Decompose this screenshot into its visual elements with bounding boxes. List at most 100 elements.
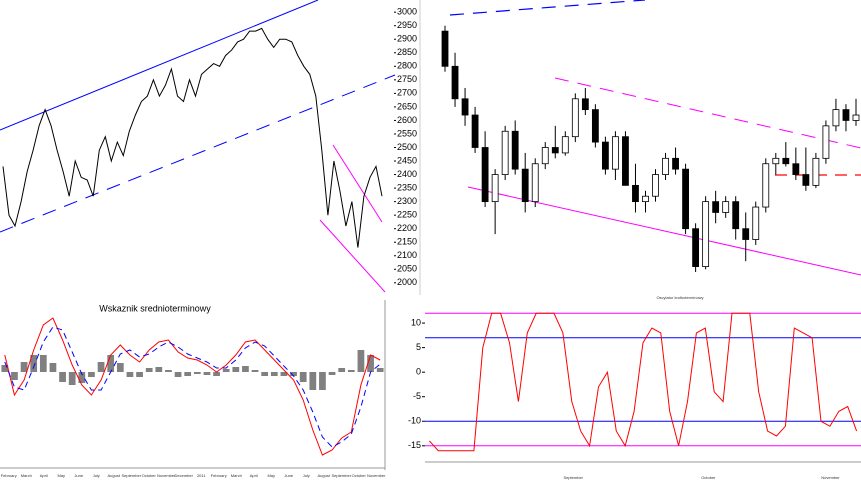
candle-body <box>451 65 459 100</box>
x-tick-label: November <box>367 473 386 478</box>
candle-body <box>752 206 760 240</box>
y-tick-label: 2200 <box>397 223 417 233</box>
candle-body <box>742 228 750 240</box>
bar <box>174 372 182 377</box>
y-tick-label: 2100 <box>397 250 417 260</box>
candle-body <box>712 201 720 213</box>
x-tick-label: June <box>284 473 293 478</box>
candle-body <box>491 174 499 203</box>
bar <box>242 366 249 372</box>
bar <box>357 350 365 372</box>
candle-body <box>802 174 810 186</box>
bar <box>251 370 259 372</box>
x-tick-label: August <box>108 473 121 478</box>
y-tick-label: 2800 <box>397 61 417 71</box>
bar <box>367 355 374 372</box>
x-tick-label: July <box>93 473 100 478</box>
y-tick-label: 2400 <box>397 169 417 179</box>
bar <box>184 372 192 376</box>
candle-body <box>441 30 449 67</box>
y-tick-label: 2950 <box>397 20 417 30</box>
bar <box>270 372 278 376</box>
bar <box>107 355 115 372</box>
bar <box>290 372 297 376</box>
candle-body <box>832 109 840 127</box>
x-tick-label: 2011 <box>197 473 206 478</box>
candle-body <box>772 157 780 165</box>
bar <box>232 367 240 372</box>
candle-body <box>812 157 820 186</box>
bar <box>203 372 211 375</box>
candle-body <box>822 125 830 159</box>
y-tick-label: 2700 <box>397 88 417 98</box>
x-tick-label: October <box>142 473 157 478</box>
x-tick-label: September <box>121 473 141 478</box>
candle-body <box>762 163 770 208</box>
bar <box>319 372 326 390</box>
candle-body <box>561 136 569 154</box>
bar <box>136 372 143 377</box>
x-tick-label: November <box>821 475 840 480</box>
x-tick-label: September <box>563 475 583 480</box>
candle-body <box>541 147 549 165</box>
trend-line <box>449 0 646 16</box>
bar <box>11 372 18 380</box>
x-tick-label: November <box>157 473 176 478</box>
y-tick-label: -5 <box>413 391 421 401</box>
bar <box>59 372 66 382</box>
bar <box>88 372 95 377</box>
bar <box>193 372 201 374</box>
y-tick-label: 2250 <box>397 210 417 220</box>
bar <box>338 368 346 372</box>
chart-title: Oscylator krotkoterminowy <box>656 295 703 300</box>
bar <box>30 355 38 372</box>
series-line <box>429 312 858 452</box>
bar <box>222 369 230 372</box>
y-tick-label: 2050 <box>397 264 417 274</box>
trend-line <box>554 77 861 149</box>
trend-line <box>0 74 396 233</box>
y-tick-label: 5 <box>416 342 421 352</box>
x-tick-label: April <box>250 473 258 478</box>
y-tick-label: 0 <box>416 367 421 377</box>
chart-title: Wskaznik srednioterminowy <box>99 303 211 313</box>
y-tick-label: 2150 <box>397 237 417 247</box>
x-tick-label: July <box>303 473 310 478</box>
candle-body <box>652 174 659 197</box>
bar <box>309 372 317 390</box>
y-tick-label: 2900 <box>397 34 417 44</box>
bar <box>20 362 28 372</box>
candle-body <box>551 147 559 154</box>
x-tick-label: June <box>74 473 83 478</box>
y-tick-label: 2750 <box>397 74 417 84</box>
candle-body <box>722 201 730 213</box>
candle-body <box>471 114 479 148</box>
y-tick-label: 2000 <box>397 277 417 287</box>
bar <box>280 372 288 376</box>
y-tick-label: 2600 <box>397 115 417 125</box>
x-tick-label: February <box>1 473 17 478</box>
y-tick-label: 2850 <box>397 47 417 57</box>
x-tick-label: March <box>21 473 32 478</box>
candle-body <box>632 184 639 203</box>
candle-body <box>692 228 700 267</box>
candle-body <box>782 157 790 165</box>
bar <box>261 372 269 376</box>
x-tick-label: May <box>57 473 65 478</box>
candle-body <box>682 168 689 230</box>
candle-body <box>581 98 589 111</box>
candle-body <box>612 136 619 170</box>
y-tick-label: 10 <box>411 317 421 327</box>
x-tick-label: May <box>267 473 275 478</box>
bar <box>299 372 307 382</box>
candle-body <box>501 130 509 175</box>
bar <box>155 367 163 372</box>
bar <box>145 368 153 372</box>
bar <box>376 368 384 372</box>
candle-body <box>852 114 860 121</box>
x-tick-label: October <box>352 473 367 478</box>
bar <box>97 362 105 372</box>
x-tick-label: February <box>211 473 227 478</box>
bar <box>126 372 134 377</box>
